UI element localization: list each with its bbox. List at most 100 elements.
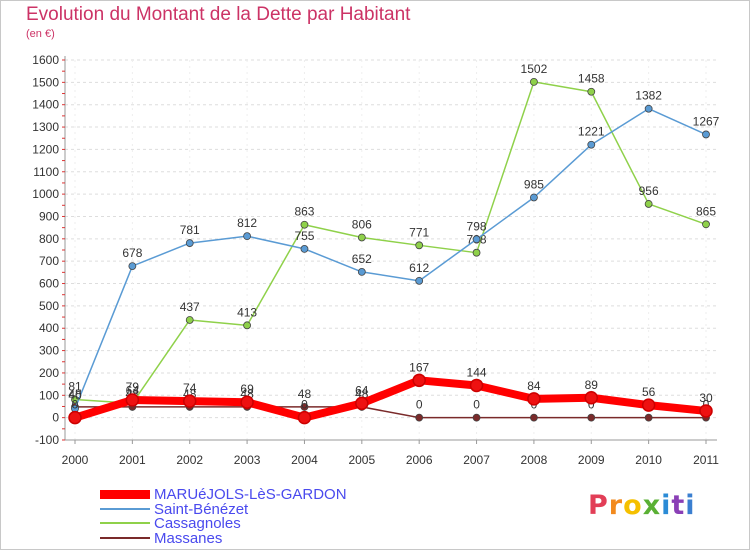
y-tick-label: 600 [39,277,59,291]
data-point [68,410,82,425]
data-label: 69 [240,382,254,396]
data-label: 0 [473,398,480,412]
data-label: 956 [639,184,659,198]
logo-letter: t [671,490,686,521]
legend-swatch-saint-benezet [100,508,150,510]
data-point [699,404,713,418]
y-tick-label: 200 [39,366,59,380]
data-label: 0 [72,398,79,412]
y-tick-label: 500 [39,299,59,313]
y-tick-label: 400 [39,321,59,335]
data-label: 806 [352,217,372,231]
data-point [702,220,710,229]
data-point [357,233,366,242]
logo-letter: i [661,490,672,521]
logo-letter: r [608,490,624,521]
data-point [702,130,710,139]
data-label: 612 [409,261,429,275]
data-point [412,373,426,388]
data-point [128,262,137,270]
data-label: 863 [294,205,314,219]
data-point [472,413,481,422]
logo-letter: i [685,490,696,521]
data-label: 48 [355,387,369,401]
chart-subtitle: (en €) [26,28,55,40]
y-tick-label: -100 [35,433,59,447]
legend-item-maruejols[interactable]: MARUéJOLS-LèS-GARDON [100,486,347,503]
data-point [185,316,194,324]
y-tick-label: 1100 [33,165,59,179]
legend-label-massanes: Massanes [154,529,223,547]
series-line [74,107,707,410]
data-point [355,396,369,411]
data-label: 413 [237,305,257,319]
data-label: 678 [122,246,142,260]
x-tick-label: 2000 [62,453,89,467]
data-label: 755 [294,229,314,243]
data-point [357,268,366,276]
data-label: 985 [524,177,544,191]
x-tick-label: 2010 [635,453,662,467]
x-tick-label: 2007 [463,453,490,467]
data-point [587,413,596,422]
data-label: 64 [355,383,369,397]
data-label: 771 [409,225,429,239]
data-point [644,104,653,113]
y-tick-label: 100 [39,388,59,402]
data-point [300,220,309,229]
data-point [240,395,254,409]
data-label: 40 [68,389,82,403]
proxiti-logo: Proxiti [588,490,696,521]
series-line [74,81,707,405]
y-tick-label: 800 [39,232,59,246]
data-point [243,232,251,241]
data-label: 812 [237,216,257,230]
data-label: 437 [180,300,200,314]
data-point [530,413,538,422]
data-label: 64 [126,383,140,397]
y-tick-label: 300 [39,344,59,358]
data-label: 79 [126,380,140,394]
y-tick-label: 1400 [32,98,59,112]
y-tick-label: 1200 [32,142,59,156]
data-point [641,398,656,412]
data-label: 1267 [693,114,720,128]
y-tick-label: 1500 [32,75,59,89]
logo-letter: o [623,490,643,521]
data-point [472,235,481,244]
series-line [74,406,707,419]
data-label: 798 [467,219,487,233]
x-tick-label: 2008 [521,453,548,467]
legend-label-saint-benezet: Saint-Bénézet [154,500,249,518]
y-tick-label: 1000 [32,187,59,201]
y-tick-label: 1600 [32,53,59,67]
logo-letter: x [642,490,662,521]
y-tick-label: 0 [52,411,59,425]
data-point [530,193,538,202]
data-label: 89 [585,378,599,392]
legend-swatch-maruejols [100,489,150,499]
data-point [243,321,251,330]
x-tick-label: 2001 [119,453,146,467]
data-label: 0 [588,398,595,412]
data-label: 0 [301,398,308,412]
data-point [644,200,653,208]
data-label: 1382 [635,89,662,103]
legend-item-saint-benezet[interactable]: Saint-Bénézet [100,500,249,518]
legend-swatch-cassagnoles [100,522,150,524]
data-point [644,413,653,422]
legend-item-cassagnoles[interactable]: Cassagnoles [100,515,241,532]
data-point [182,394,197,408]
data-label: 0 [416,398,423,412]
data-point [587,87,596,96]
data-label: 865 [696,204,716,218]
legend-item-massanes[interactable]: Massanes [100,529,223,547]
chart-title: Evolution du Montant de la Dette par Hab… [26,4,411,25]
data-point [185,239,194,247]
data-point [300,403,309,411]
data-label: 56 [642,385,656,399]
x-tick-label: 2005 [348,453,375,467]
data-point [415,241,424,250]
data-point [472,248,481,257]
